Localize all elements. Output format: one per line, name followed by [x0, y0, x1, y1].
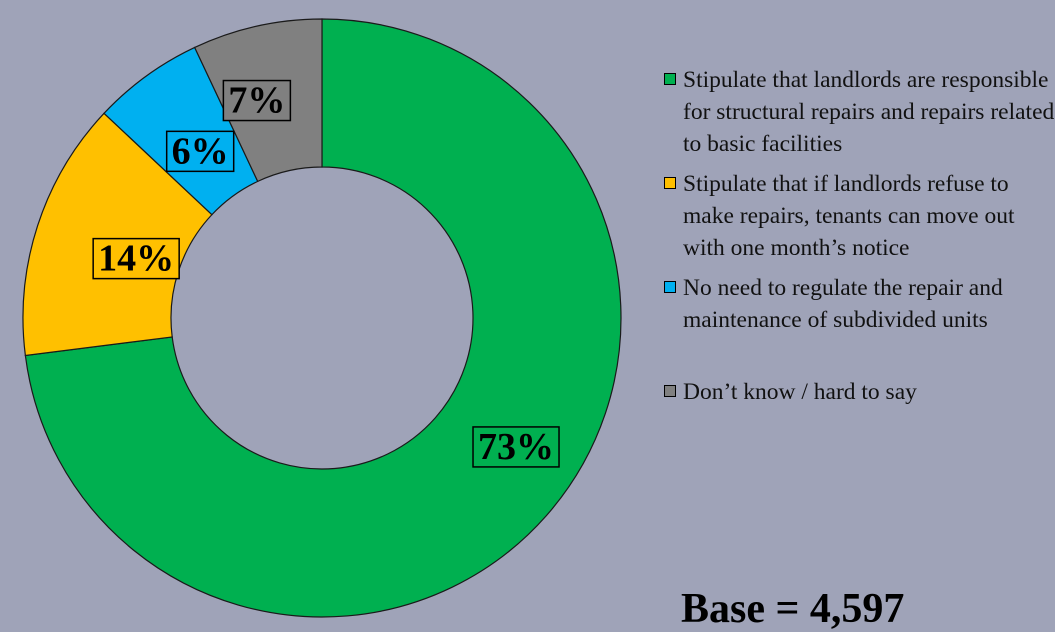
legend-label: Stipulate that if landlords refuse to ma…	[683, 171, 1015, 261]
legend-label: Don’t know / hard to say	[683, 379, 917, 405]
legend-item: Stipulate that landlords are responsible…	[664, 64, 1055, 160]
legend-swatch	[664, 73, 676, 85]
data-label: 73%	[478, 426, 554, 468]
donut-slice	[24, 18, 622, 618]
legend-swatch	[664, 385, 676, 397]
base-annotation: Base = 4,597	[681, 586, 905, 632]
legend-item: No need to regulate the repair and maint…	[664, 272, 1055, 336]
data-label: 14%	[98, 238, 174, 280]
legend: Stipulate that landlords are responsible…	[664, 64, 1055, 408]
data-label-box	[472, 426, 560, 468]
data-label-box	[222, 79, 292, 122]
legend-swatch	[664, 281, 676, 293]
legend-label: Stipulate that landlords are responsible…	[683, 67, 1055, 157]
legend-label: No need to regulate the repair and maint…	[683, 275, 1003, 333]
data-label: 7%	[228, 80, 285, 122]
data-label-box	[165, 130, 235, 173]
legend-swatch	[664, 177, 676, 189]
data-label-box	[92, 237, 180, 280]
legend-item: Stipulate that if landlords refuse to ma…	[664, 168, 1055, 264]
data-labels-layer: 73% 14% 6% 7%	[92, 79, 560, 468]
donut-slice	[22, 112, 213, 357]
data-label: 6%	[172, 130, 229, 172]
slices-layer	[22, 18, 622, 618]
legend-item: Don’t know / hard to say	[664, 376, 1055, 408]
